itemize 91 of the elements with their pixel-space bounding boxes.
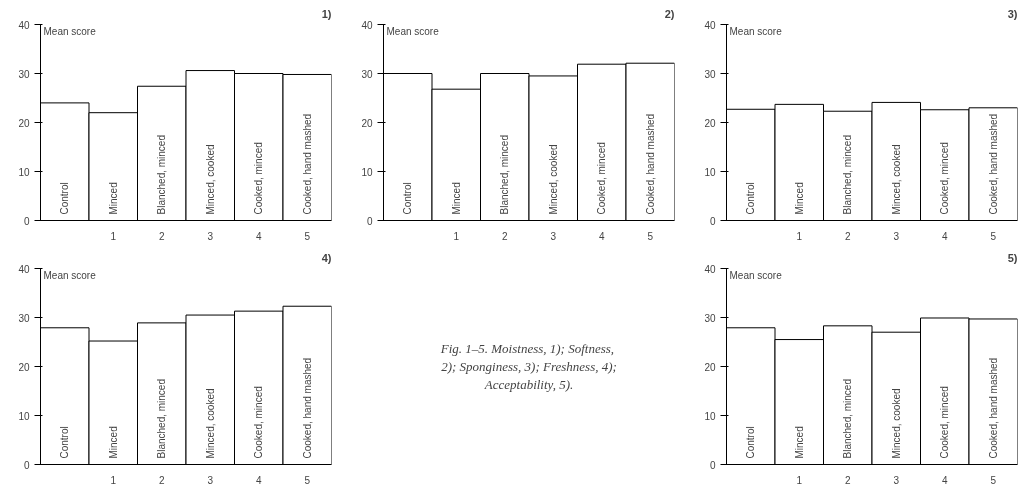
y-tick-label: 40 bbox=[18, 19, 30, 31]
y-tick-label: 10 bbox=[704, 410, 716, 422]
annotation: Cooked, minced bbox=[253, 142, 265, 215]
annotation: Cooked, minced bbox=[253, 386, 265, 459]
annotation: Minced, cooked bbox=[204, 388, 216, 459]
annotation: Blanched, minced bbox=[842, 135, 854, 215]
chart-title: 3) bbox=[1007, 7, 1018, 20]
x-tick-label: 4 bbox=[941, 230, 948, 242]
chart-title: 1) bbox=[321, 7, 332, 20]
annotation: Cooked, hand mashed bbox=[301, 113, 313, 215]
y-tick-label: 40 bbox=[361, 19, 373, 31]
x-tick-label: 4 bbox=[941, 474, 948, 486]
annotation: Minced, cooked bbox=[547, 144, 559, 215]
y-tick-label: 10 bbox=[18, 166, 30, 178]
y-axis-title: Mean score bbox=[43, 25, 97, 37]
chart-title: 4) bbox=[321, 251, 332, 264]
y-tick-label: 40 bbox=[704, 19, 716, 31]
y-tick-label: 20 bbox=[18, 361, 30, 373]
y-tick-label: 30 bbox=[704, 312, 716, 324]
annotation: Blanched, minced bbox=[499, 135, 511, 215]
x-tick-label: 2 bbox=[844, 230, 851, 242]
x-tick-label: 3 bbox=[550, 230, 557, 242]
annotation: Control bbox=[59, 426, 71, 459]
y-tick-label: 10 bbox=[18, 410, 30, 422]
x-tick-label: 3 bbox=[893, 230, 900, 242]
y-tick-label: 20 bbox=[704, 117, 716, 129]
y-tick-label: 40 bbox=[704, 263, 716, 275]
y-axis-title: Mean score bbox=[386, 25, 440, 37]
x-tick-label: 2 bbox=[158, 230, 165, 242]
x-tick-label: 5 bbox=[990, 474, 997, 486]
annotation: Minced, cooked bbox=[890, 144, 902, 215]
y-tick-label: 20 bbox=[361, 117, 373, 129]
y-tick-label: 30 bbox=[18, 68, 30, 80]
x-tick-label: 5 bbox=[647, 230, 654, 242]
x-tick-label: 1 bbox=[453, 230, 460, 242]
y-tick-label: 0 bbox=[23, 459, 30, 471]
annotation: Control bbox=[59, 182, 71, 215]
annotation: Cooked, minced bbox=[939, 386, 951, 459]
x-tick-label: 4 bbox=[598, 230, 605, 242]
y-tick-label: 30 bbox=[704, 68, 716, 80]
annotation: Blanched, minced bbox=[842, 379, 854, 459]
annotation: Minced bbox=[793, 426, 805, 459]
y-tick-label: 10 bbox=[704, 166, 716, 178]
y-tick-label: 30 bbox=[361, 68, 373, 80]
x-tick-label: 1 bbox=[796, 474, 803, 486]
x-tick-label: 1 bbox=[110, 474, 117, 486]
y-axis-title: Mean score bbox=[729, 269, 783, 281]
x-tick-label: 4 bbox=[255, 474, 262, 486]
y-tick-label: 20 bbox=[18, 117, 30, 129]
y-tick-label: 10 bbox=[361, 166, 373, 178]
y-axis-title: Mean score bbox=[729, 25, 783, 37]
x-tick-label: 1 bbox=[110, 230, 117, 242]
y-axis-title: Mean score bbox=[43, 269, 97, 281]
annotation: Blanched, minced bbox=[156, 135, 168, 215]
chart-title: 5) bbox=[1007, 251, 1018, 264]
annotation: Cooked, minced bbox=[939, 142, 951, 215]
x-tick-label: 2 bbox=[158, 474, 165, 486]
annotation: Control bbox=[402, 182, 414, 215]
annotation: Cooked, minced bbox=[596, 142, 608, 215]
y-tick-label: 30 bbox=[18, 312, 30, 324]
x-tick-label: 3 bbox=[207, 474, 214, 486]
annotation: Minced, cooked bbox=[890, 388, 902, 459]
annotation: Control bbox=[745, 182, 757, 215]
y-tick-label: 0 bbox=[709, 215, 716, 227]
x-tick-label: 1 bbox=[796, 230, 803, 242]
x-tick-label: 3 bbox=[207, 230, 214, 242]
annotation: Minced bbox=[107, 182, 119, 215]
annotation: Minced bbox=[793, 182, 805, 215]
x-tick-label: 2 bbox=[501, 230, 508, 242]
caption: Fig. 1–5. Moistness, 1); Softness, 2); Sponginess, 3); Freshness, 4); Acceptability, 5). bbox=[439, 341, 617, 392]
x-tick-label: 2 bbox=[844, 474, 851, 486]
annotation: Minced bbox=[450, 182, 462, 215]
y-tick-label: 0 bbox=[23, 215, 30, 227]
y-tick-label: 40 bbox=[18, 263, 30, 275]
x-tick-label: 5 bbox=[304, 230, 311, 242]
annotation: Cooked, hand mashed bbox=[987, 113, 999, 215]
x-tick-label: 4 bbox=[255, 230, 262, 242]
x-tick-label: 5 bbox=[990, 230, 997, 242]
y-tick-label: 20 bbox=[704, 361, 716, 373]
y-tick-label: 0 bbox=[709, 459, 716, 471]
annotation: Minced, cooked bbox=[204, 144, 216, 215]
annotation: Minced bbox=[107, 426, 119, 459]
y-tick-label: 0 bbox=[366, 215, 373, 227]
x-tick-label: 3 bbox=[893, 474, 900, 486]
x-tick-label: 5 bbox=[304, 474, 311, 486]
annotation: Cooked, hand mashed bbox=[987, 357, 999, 459]
annotation: Cooked, hand mashed bbox=[301, 357, 313, 459]
chart-title: 2) bbox=[664, 7, 675, 20]
annotation: Blanched, minced bbox=[156, 379, 168, 459]
annotation: Control bbox=[745, 426, 757, 459]
annotation: Cooked, hand mashed bbox=[644, 113, 656, 215]
